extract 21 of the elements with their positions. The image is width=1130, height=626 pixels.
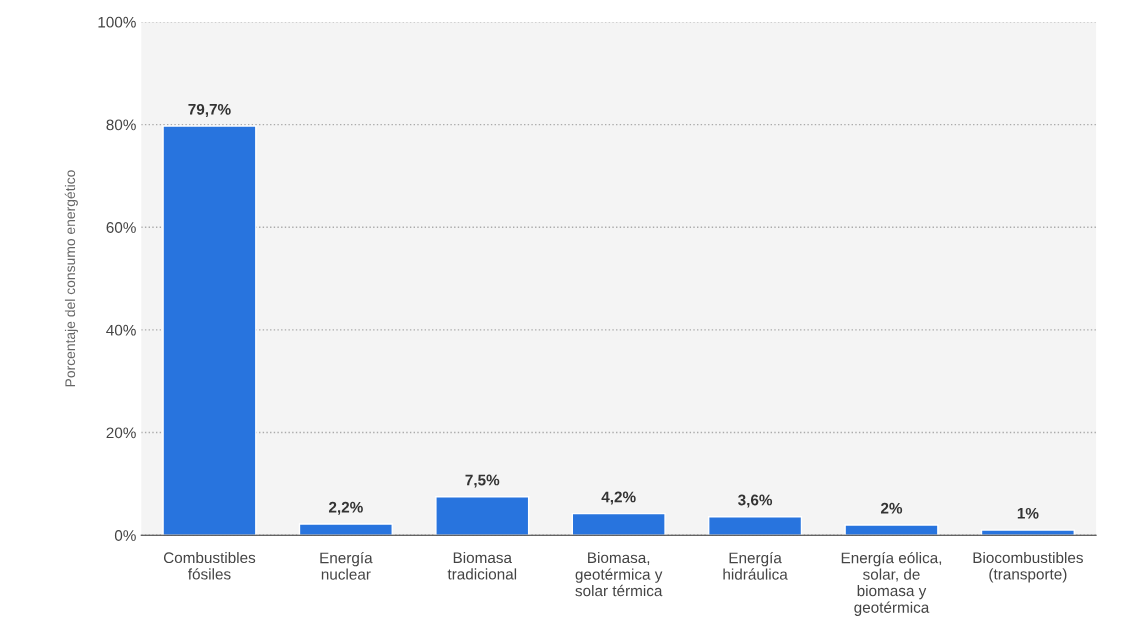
y-tick-label: 80%: [106, 119, 136, 131]
data-label: 7,5%: [465, 474, 500, 488]
y-tick-label: 0%: [114, 530, 136, 541]
x-tick-label: Combustibles fósiles: [163, 551, 256, 580]
data-label: 2%: [880, 502, 903, 514]
x-tick-label: Energía hidráulica: [723, 551, 788, 580]
x-tick-label: Energía eólica, solar, de biomasa y geotérmica: [841, 551, 942, 616]
y-tick-label: 40%: [106, 324, 136, 336]
data-label: 2,2%: [328, 501, 363, 515]
data-label: 79,7%: [188, 103, 231, 117]
y-tick-label: 100%: [98, 16, 136, 28]
y-axis-title: Porcentaje del consumo energético: [64, 170, 78, 387]
y-tick-label: 60%: [106, 222, 136, 233]
x-tick-label: Biomasa, geotérmica y solar térmica: [575, 551, 663, 597]
x-tick-label: Energía nuclear: [320, 551, 373, 580]
y-tick-label: 20%: [106, 427, 136, 439]
data-label: 4,2%: [601, 491, 636, 505]
data-label: 3,6%: [738, 494, 773, 508]
x-tick-label: Biocombustibles (transporte): [973, 551, 1083, 583]
data-label: 1%: [1017, 507, 1039, 519]
x-tick-label: Biomasa tradicional: [447, 551, 517, 580]
